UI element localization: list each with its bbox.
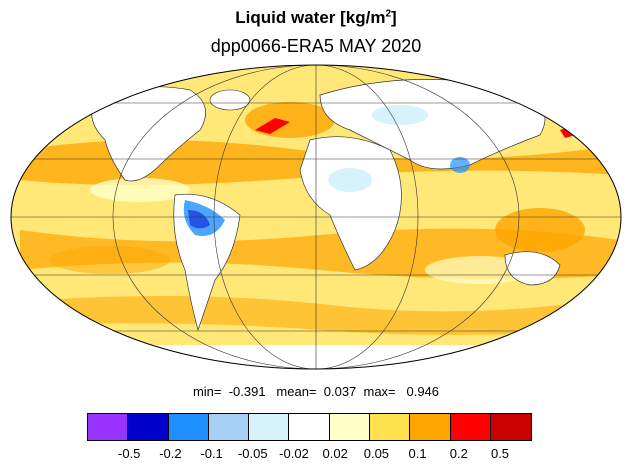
field-max-atlantic	[255, 118, 290, 134]
colorbar-swatch	[168, 414, 209, 440]
colorbar-swatch	[88, 414, 129, 440]
colorbar-tick-label: 0.2	[449, 446, 468, 461]
field-sahara-negative	[328, 168, 372, 192]
colorbar-swatch	[490, 414, 532, 440]
colorbar-ticks: -0.5 -0.2 -0.1 -0.05 -0.02 0.02 0.05 0.1 0.2 0.5	[0, 446, 632, 464]
colorbar-tick-label: 0.1	[408, 446, 427, 461]
colorbar-tick-label: -0.1	[200, 446, 223, 461]
title-text: Liquid water [kg/m	[235, 8, 386, 27]
field-india-negative	[450, 157, 470, 173]
field-east-pacific	[50, 246, 170, 274]
colorbar-tick-label: -0.02	[279, 446, 309, 461]
colorbar-swatch	[329, 414, 371, 440]
colorbar	[87, 413, 533, 441]
north-america	[91, 86, 206, 182]
greenland	[209, 89, 251, 111]
field-europe-negative	[372, 105, 428, 125]
colorbar-swatch	[410, 414, 451, 440]
plot-title: Liquid water [kg/m2]	[0, 8, 632, 28]
colorbar-swatch	[208, 414, 250, 440]
africa	[299, 136, 402, 271]
mollweide-map	[10, 64, 622, 370]
colorbar-tick-label: -0.05	[237, 446, 268, 461]
field-amazon-strong-negative	[188, 210, 210, 229]
colorbar-tick-label: 0.5	[490, 446, 510, 461]
field-north-atlantic	[245, 102, 335, 138]
colorbar-swatch	[128, 414, 169, 440]
colorbar-tick-label: -0.2	[159, 446, 182, 461]
title-superscript: 2	[385, 8, 392, 20]
colorbar-swatch	[249, 414, 290, 440]
colorbar-tick-label: 0.02	[322, 446, 348, 461]
field-band-southern-ocean	[40, 296, 600, 335]
colorbar-swatch	[450, 414, 491, 440]
colorbar-swatch	[289, 414, 330, 440]
colorbar-swatch	[370, 414, 411, 440]
field-maritime-continent	[495, 208, 585, 252]
globe-outline	[10, 64, 622, 370]
colorbar-tick-label: -0.5	[117, 446, 141, 461]
statistics-line: min= -0.391 mean= 0.037 max= 0.946	[192, 384, 440, 399]
colorbar-tick-label: 0.05	[363, 446, 390, 461]
title-close: ]	[391, 8, 397, 27]
plot-subtitle: dpp0066-ERA5 MAY 2020	[210, 36, 422, 56]
